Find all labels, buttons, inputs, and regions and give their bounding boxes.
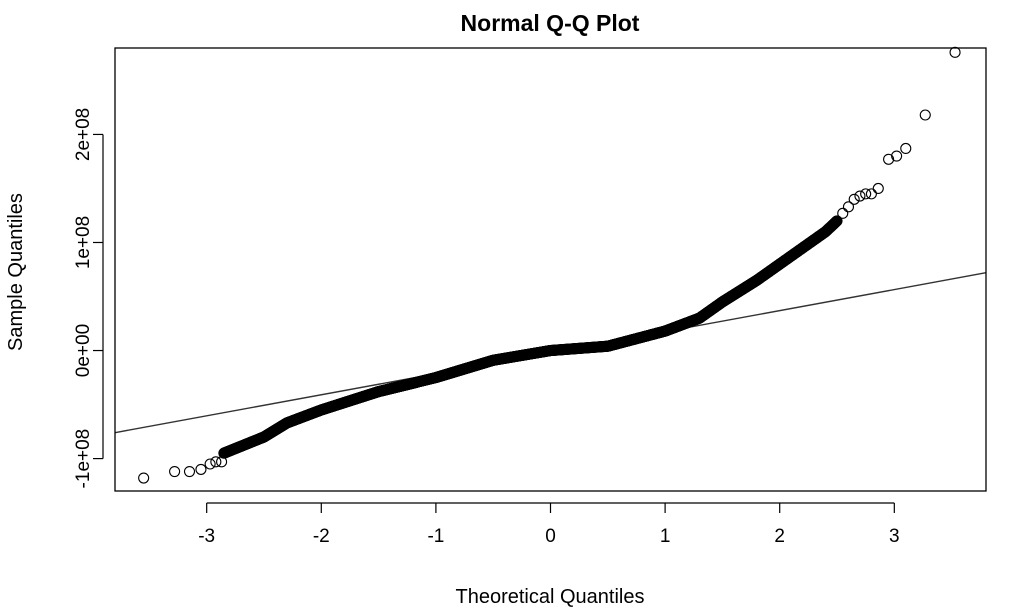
data-point — [216, 456, 228, 468]
data-point — [842, 201, 855, 213]
data-point — [949, 46, 961, 58]
y-axis-label: Sample Quantiles — [5, 193, 27, 351]
x-tick-label: -1 — [427, 526, 444, 547]
data-point — [872, 182, 884, 195]
chart-title: Normal Q-Q Plot — [461, 10, 640, 36]
x-tick-label: 2 — [774, 526, 785, 547]
data-point — [891, 150, 903, 162]
data-point — [138, 472, 150, 484]
x-tick-label: 3 — [889, 526, 900, 547]
data-point — [169, 466, 181, 478]
data-points — [138, 46, 961, 484]
data-point — [831, 215, 843, 227]
data-point — [900, 142, 912, 155]
y-tick-label: 1e+08 — [73, 216, 94, 269]
data-point — [883, 153, 895, 165]
data-point — [865, 188, 877, 200]
data-point — [183, 466, 196, 478]
x-tick-label: -3 — [198, 526, 215, 547]
x-tick-label: -2 — [313, 526, 330, 547]
data-point — [860, 188, 872, 200]
data-point — [210, 456, 222, 468]
x-tick-label: 1 — [660, 526, 671, 547]
x-tick-label: 0 — [545, 526, 556, 547]
y-axis: -1e+08 0e+00 1e+08 2e+08 — [73, 108, 104, 489]
y-tick-label: -1e+08 — [73, 429, 94, 489]
x-axis-label: Theoretical Quantiles — [456, 586, 645, 608]
y-tick-label: 0e+00 — [73, 324, 94, 377]
data-point — [854, 190, 866, 202]
x-axis: -3 -2 -1 0 1 2 3 — [198, 502, 900, 547]
y-tick-label: 2e+08 — [73, 108, 94, 161]
data-point — [837, 207, 849, 219]
data-point — [848, 193, 860, 205]
data-point — [204, 458, 216, 470]
data-point — [919, 109, 931, 121]
plot-frame — [114, 47, 987, 492]
data-point — [195, 463, 207, 475]
